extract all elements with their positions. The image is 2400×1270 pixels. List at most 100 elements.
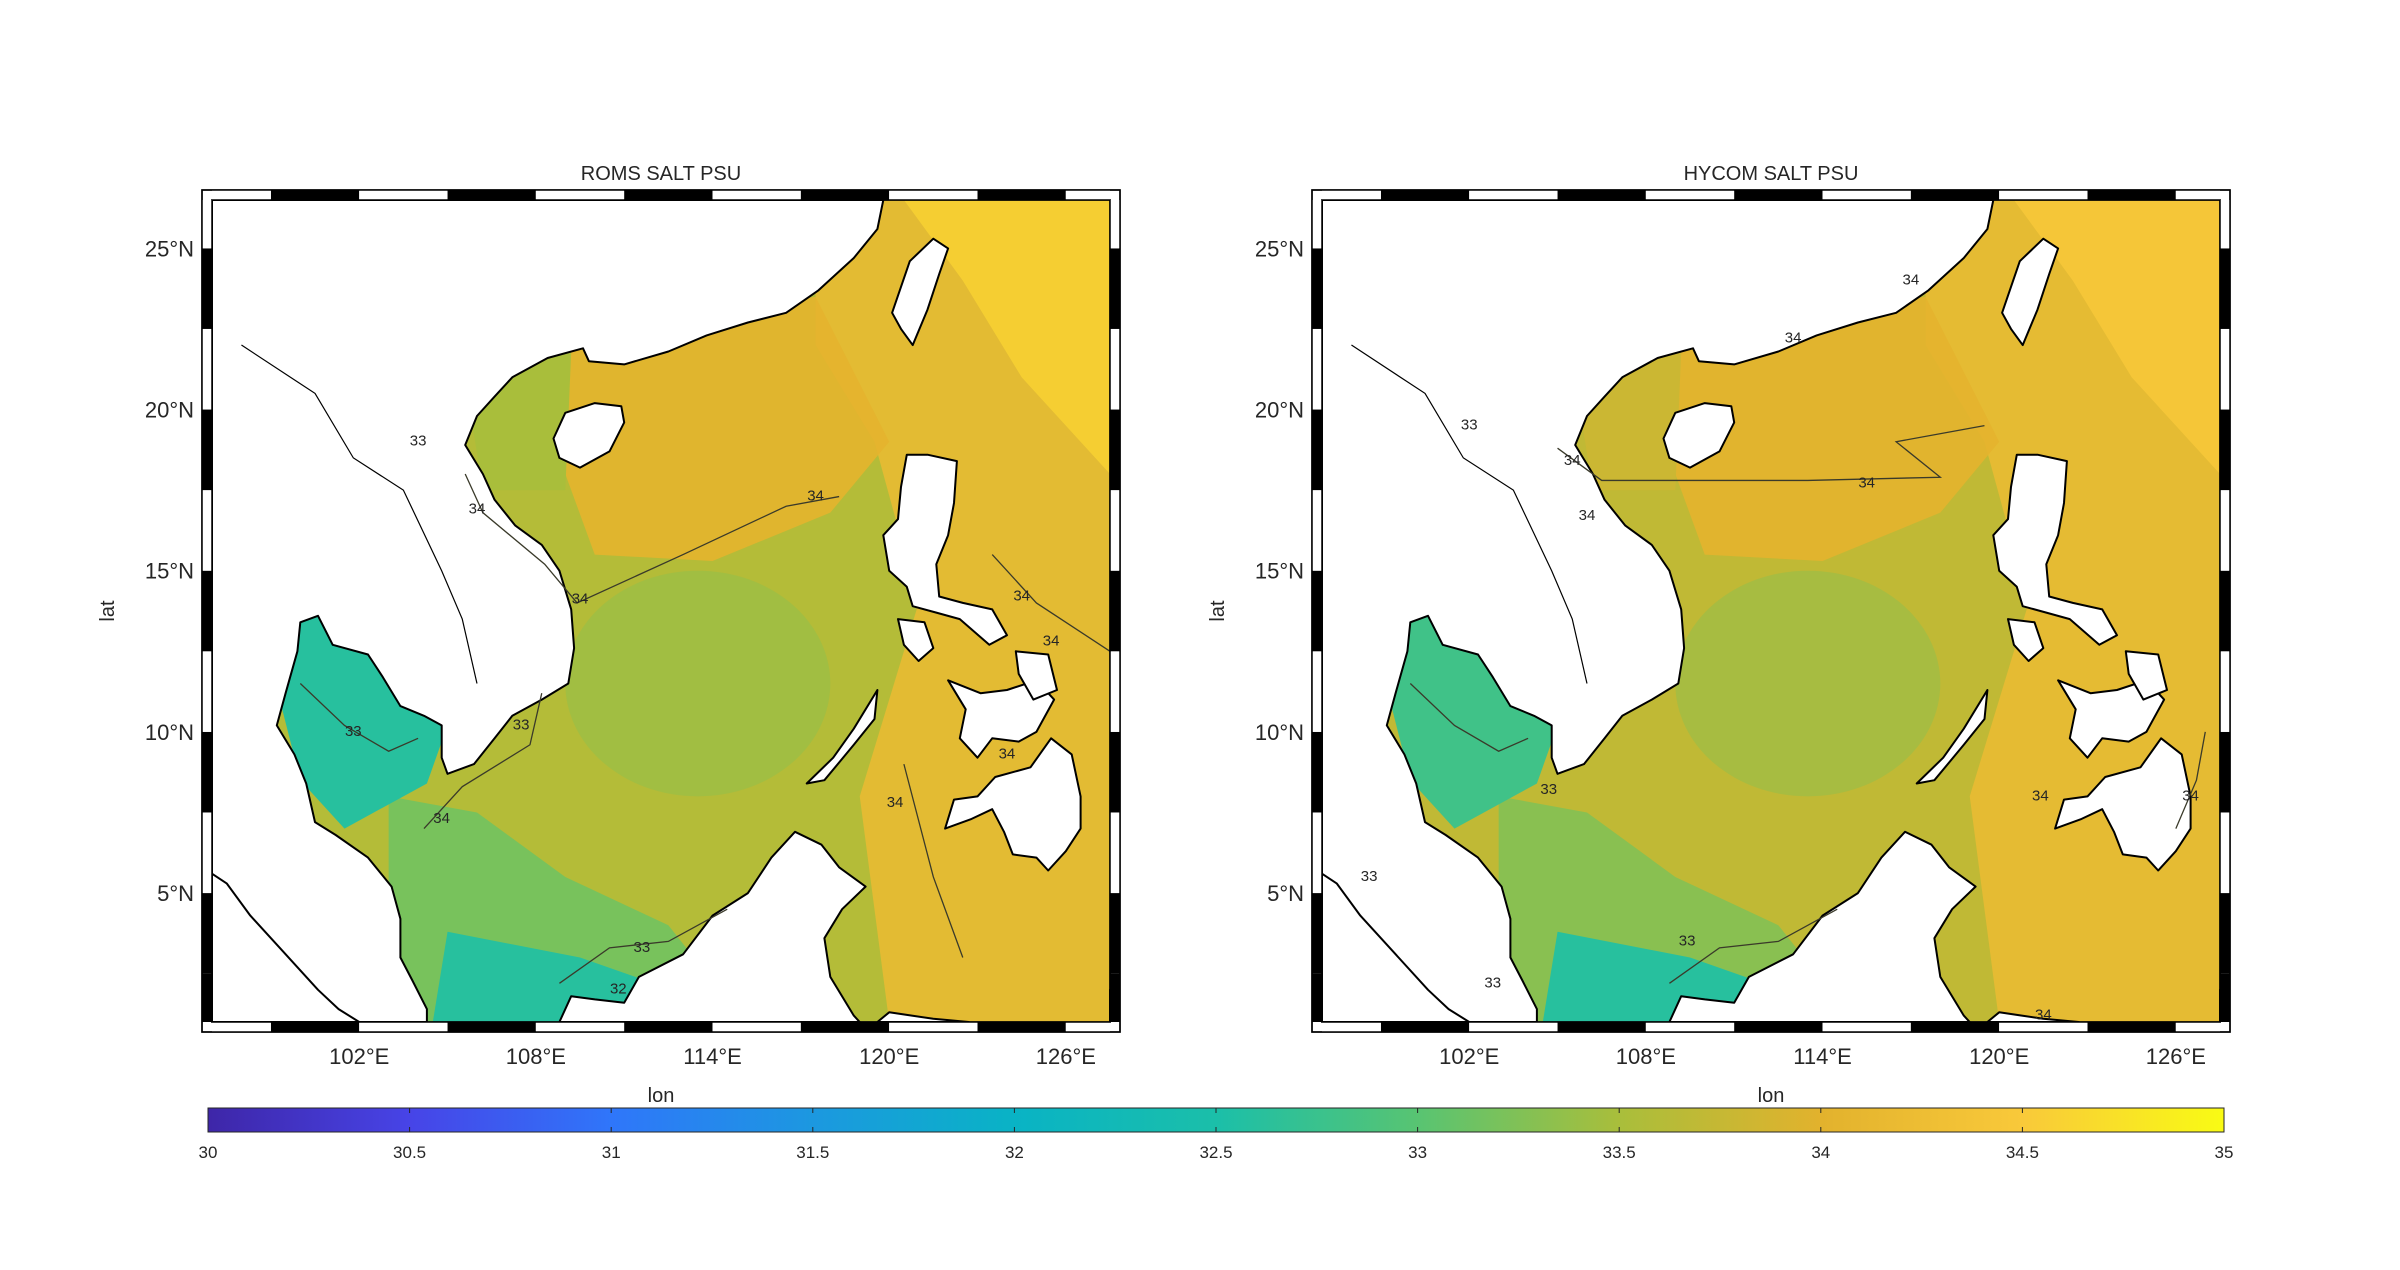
hycom-ylabel: lat [1207,600,1229,622]
contour-line-33-borneo [1669,908,1838,984]
contour-label: 34 [1579,507,1596,524]
contour-line-33-borneo [559,908,728,984]
landmass-borneo [558,830,867,1022]
contour-line-34-north [464,473,840,604]
roms-title: ROMS SALT PSU [581,163,741,185]
landmass-mindoro [897,618,935,662]
gulf-of-thailand-region [1380,609,1558,829]
contour-line-33-gulf [299,683,419,752]
contour-label: 34 [999,745,1016,762]
central-basin-region [1675,570,1941,797]
y-tick-label: 25°N [1255,236,1304,261]
contour-label: 34 [1564,452,1581,469]
hycom-xlabel: lon [1758,1085,1785,1107]
landmass-visayas [947,679,1056,759]
landmass-taiwan [891,237,950,347]
landmass-taiwan [2001,237,2060,347]
roms-contours: 33 34 34 34 34 34 33 33 34 34 34 33 32 [299,433,1110,998]
hycom-title: HYCOM SALT PSU [1684,163,1859,185]
colorbar-tick-label: 34 [1811,1143,1830,1162]
landmass-palawan [1915,689,1989,785]
colorbar-tick-label: 34.5 [2006,1143,2039,1162]
contour-label: 33 [513,716,530,733]
colorbar: 30 30.5 31 31.5 32 32.5 33 33.5 34 34.5 35 [199,1107,2234,1162]
roms-ylabel: lat [97,600,119,622]
x-tick-label: 102°E [329,1044,389,1069]
colorbar-tick-label: 31 [602,1143,621,1162]
hycom-contours: 33 34 34 34 34 34 33 33 33 33 34 34 34 [1361,272,2206,1022]
y-tick-label: 15°N [145,559,194,584]
landmass-samar [1014,650,1058,701]
landmass-luzon [882,453,1008,646]
contour-line-34-east [991,554,1110,652]
x-tick-label: 102°E [1439,1044,1499,1069]
gulf-of-thailand-region [270,609,448,829]
colorbar-tick-label: 33 [1408,1143,1427,1162]
contour-label: 34 [469,500,486,517]
landmass-borneo [1668,830,1977,1022]
x-tick-label: 126°E [1036,1044,1096,1069]
contour-label: 33 [1484,974,1501,991]
contour-label: 34 [1785,330,1802,347]
central-basin-region [565,570,831,797]
x-tick-label: 108°E [506,1044,566,1069]
y-tick-label: 20°N [145,398,194,423]
x-tick-label: 108°E [1616,1044,1676,1069]
y-tick-label: 20°N [1255,398,1304,423]
roms-xlabel: lon [648,1085,675,1107]
x-tick-label: 114°E [1793,1044,1852,1069]
contour-label: 32 [610,981,627,998]
landmass-mindoro [2007,618,2045,662]
y-tick-label: 25°N [145,236,194,261]
contour-label: 34 [1903,272,1920,289]
contour-label: 34 [433,810,450,827]
y-tick-label: 15°N [1255,559,1304,584]
landmass-sumatra [212,872,361,1022]
x-tick-label: 120°E [1969,1044,2029,1069]
y-tick-label: 5°N [1267,881,1304,906]
contour-label: 34 [572,591,589,608]
colorbar-tick-label: 33.5 [1603,1143,1636,1162]
hycom-land-mask [1322,200,2220,1022]
roms-ticks: 102°E 108°E 114°E 120°E 126°E 5°N 10°N 15°N 20°N… [145,236,1096,1069]
landmass-hainan [552,402,626,469]
contour-label: 34 [1043,633,1060,650]
roms-map-frame [201,189,1121,1033]
landmass-mindanao [944,737,1082,872]
colorbar-tick-label: 30 [199,1143,218,1162]
contour-label: 34 [1013,587,1030,604]
contour-label: 34 [2032,787,2049,804]
contour-label: 33 [1679,932,1696,949]
landmass-china [1322,200,1995,1022]
mekong-river-line [1351,344,1588,684]
contour-line-34-east [2175,731,2206,829]
colorbar-tick-label: 32 [1005,1143,1024,1162]
roms-panel: 33 34 34 34 34 34 33 33 34 34 34 33 32 ROMS SALT PSU… [97,163,1121,1107]
landmass-china [212,200,885,1022]
x-tick-label: 114°E [683,1044,742,1069]
landmass-sumatra [1322,872,1471,1022]
colorbar-tick-label: 35 [2215,1143,2234,1162]
northeast-pacific-region [903,200,1110,474]
colorbar-tick-label: 31.5 [796,1143,829,1162]
landmass-mindanao [2054,737,2192,872]
contour-label: 34 [887,794,904,811]
contour-label: 33 [1361,868,1378,885]
y-tick-label: 10°N [145,720,194,745]
roms-land-mask [212,200,1110,1022]
contour-label: 34 [2182,787,2199,804]
hycom-map-frame [1311,189,2231,1033]
colorbar-tick-label: 30.5 [393,1143,426,1162]
contour-line-34-celebes [903,763,964,958]
northern-scs-region [1660,296,2000,562]
mekong-river-line [241,344,478,684]
colorbar-ticks: 30 30.5 31 31.5 32 32.5 33 33.5 34 34.5 35 [199,1108,2234,1162]
landmass-celebes [1986,1011,2080,1022]
x-tick-label: 126°E [2146,1044,2206,1069]
contour-line-33-gulf [1409,683,1529,752]
hycom-ticks: 102°E 108°E 114°E 120°E 126°E 5°N 10°N 15°N 20°N… [1255,236,2206,1069]
landmass-luzon [1992,453,2118,646]
contour-line-34-north [1557,425,1985,482]
hycom-panel: 33 34 34 34 34 34 33 33 33 33 34 34 34 HYCOM SALT PS… [1207,163,2231,1107]
